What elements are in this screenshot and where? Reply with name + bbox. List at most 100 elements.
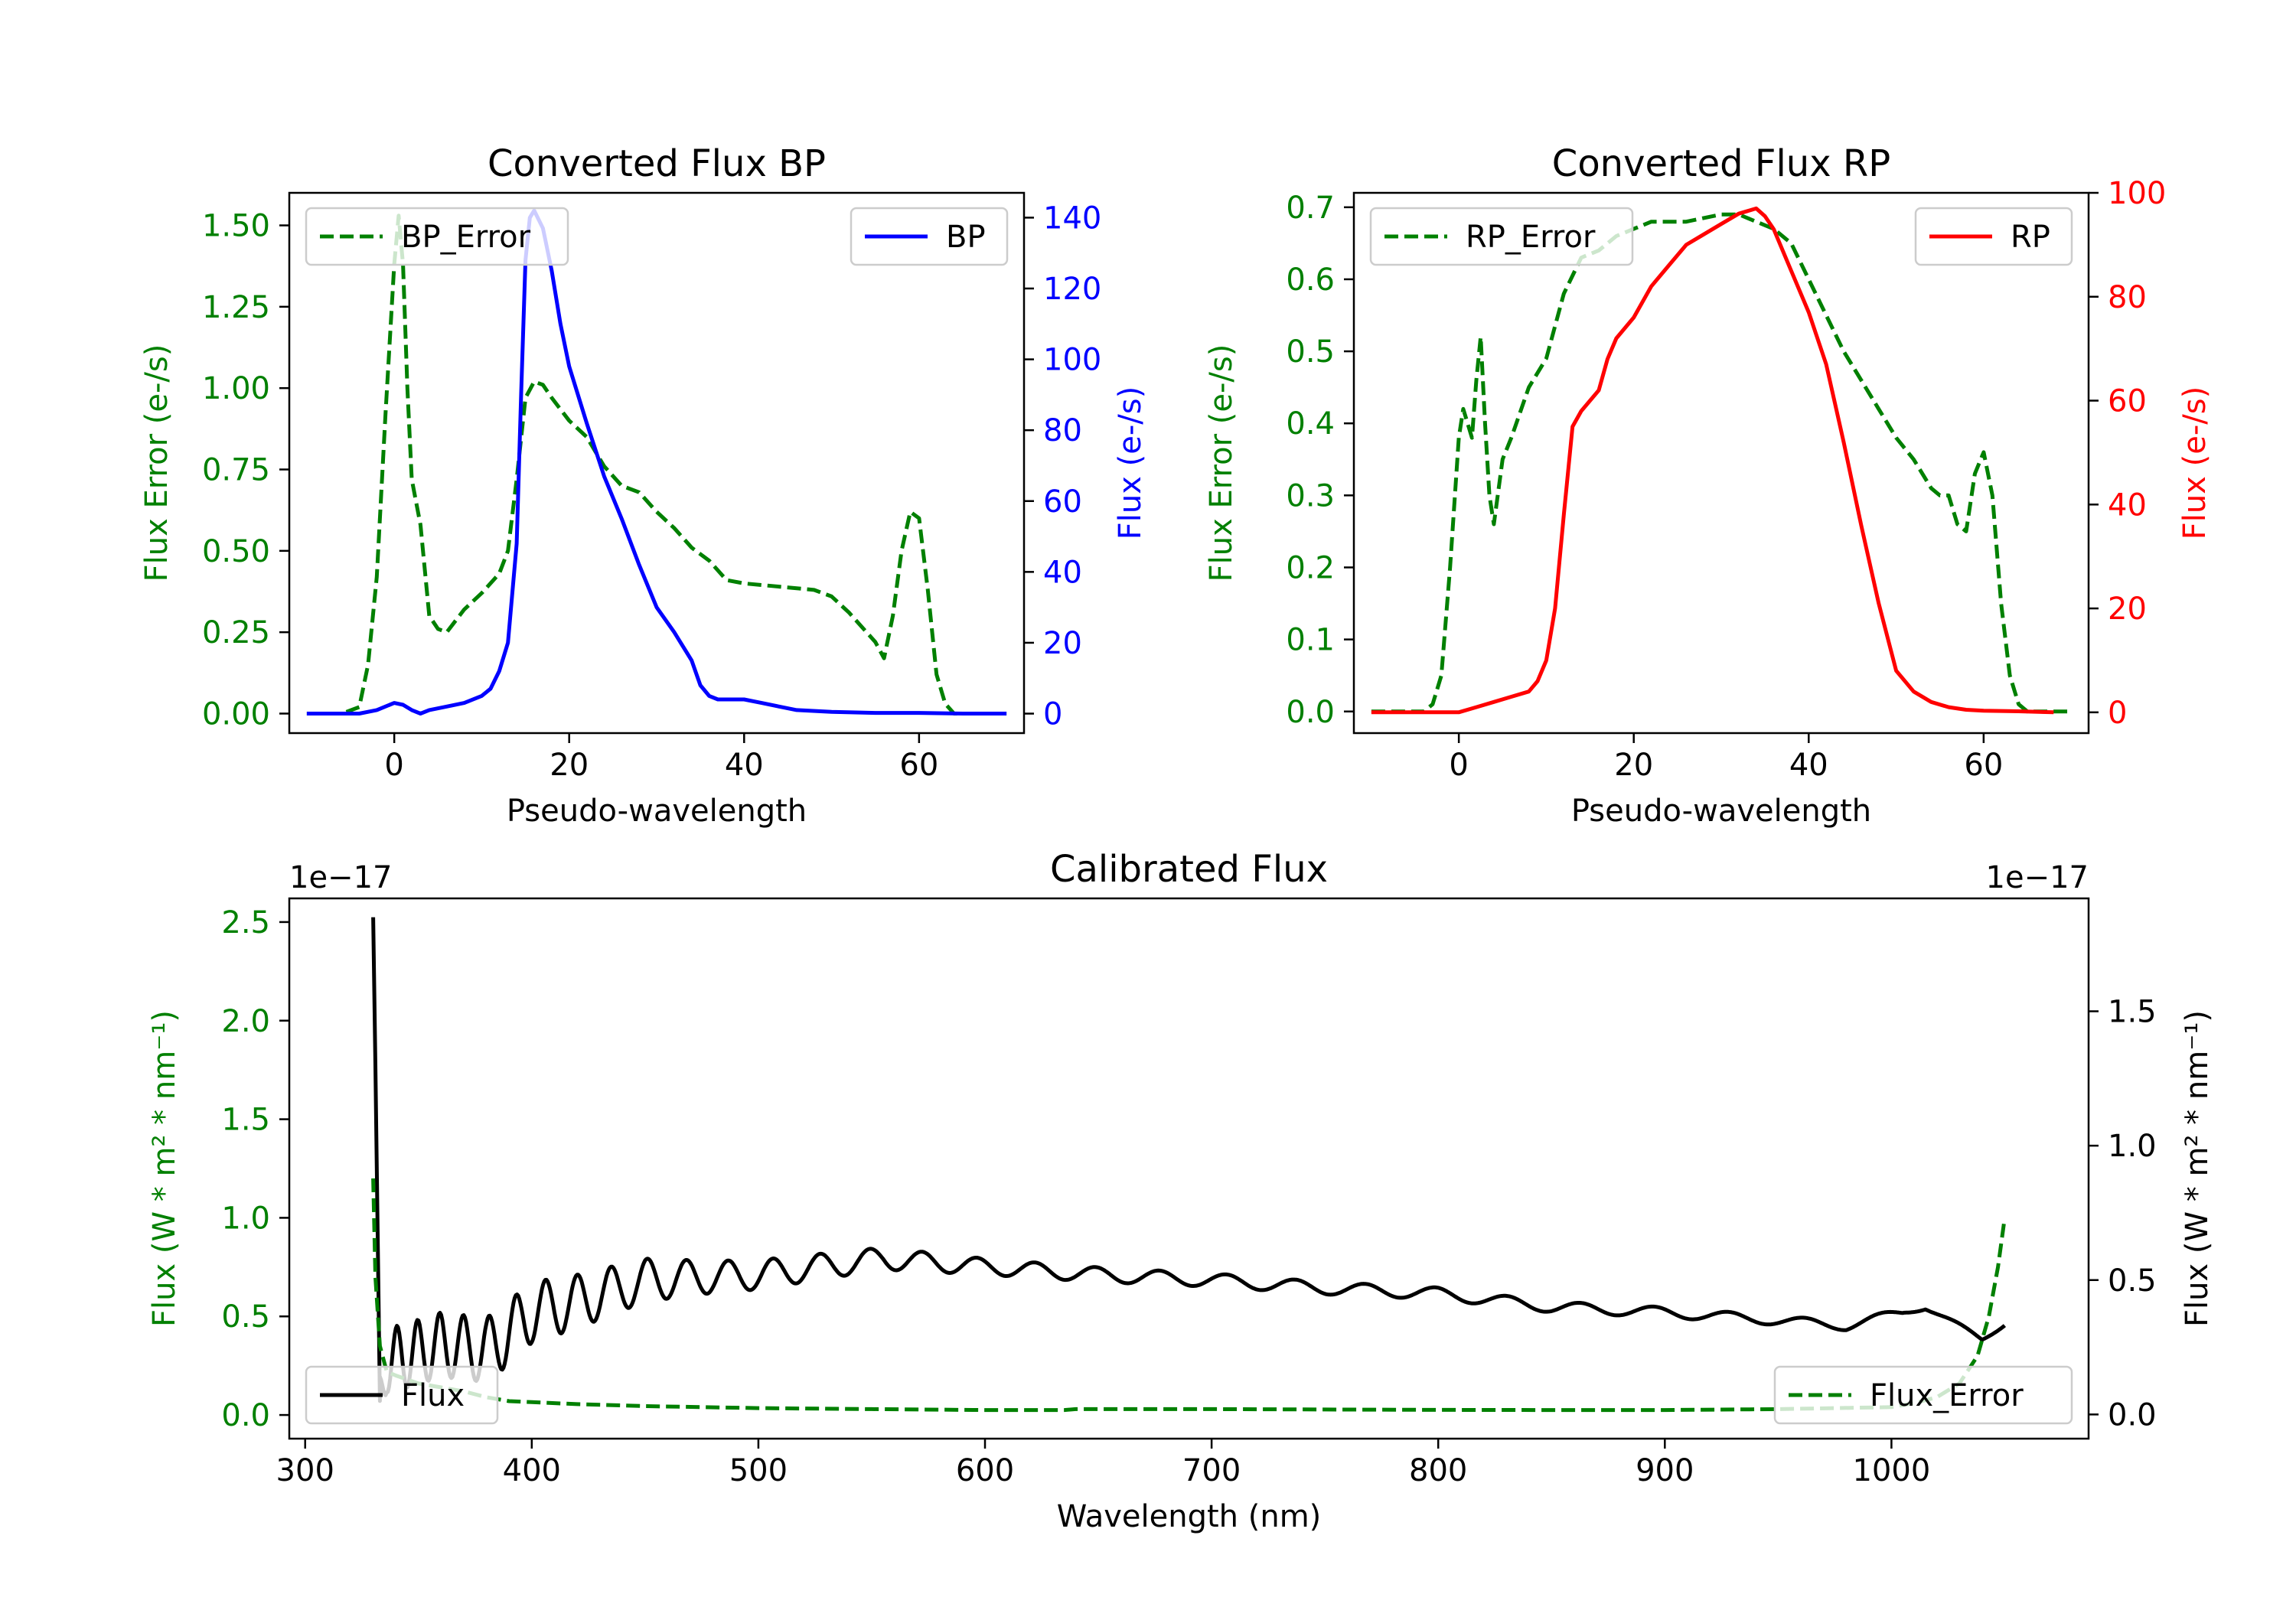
right-offset-text: 1e−17 (1986, 860, 2089, 895)
plot-frame (1352, 191, 2090, 735)
series-group (1371, 206, 2072, 715)
left-y-axis-label: Flux Error (e-/s) (1204, 344, 1239, 582)
left-y-tick-label: 0.5 (221, 1299, 270, 1335)
x-tick-label: 800 (1409, 1453, 1467, 1488)
x-tick-label: 900 (1636, 1453, 1694, 1488)
x-tick-label: 1000 (1852, 1453, 1930, 1488)
right-y-tick-label: 1.5 (2108, 995, 2157, 1030)
legend-rp: RP (1914, 207, 2073, 266)
left-y-tick-label: 0.50 (202, 534, 270, 569)
legend-box (305, 1365, 499, 1425)
right-y-tick-label: 0 (2108, 696, 2127, 731)
left-y-tick-label: 0.4 (1286, 406, 1335, 442)
x-axis-label: Pseudo-wavelength (1571, 794, 1871, 829)
left-y-tick-label: 0.1 (1286, 623, 1335, 658)
x-tick-label: 600 (956, 1453, 1014, 1488)
series-line-rp-error (1371, 212, 2072, 714)
x-tick-label: 0 (1449, 748, 1468, 783)
left-y-tick-label: 2.5 (221, 905, 270, 940)
series-group (306, 208, 1007, 715)
left-y-tick-label: 0.3 (1286, 478, 1335, 513)
legend-box (1773, 1365, 2073, 1425)
series-line-rp (1371, 206, 2054, 715)
right-y-axis-label: Flux (e-/s) (1113, 386, 1148, 539)
right-y-tick-label: 1.0 (2108, 1129, 2157, 1164)
left-offset-text: 1e−17 (289, 860, 392, 895)
x-tick-label: 500 (729, 1453, 788, 1488)
right-y-tick-label: 0.5 (2108, 1263, 2157, 1299)
x-tick-label: 60 (899, 748, 938, 783)
right-y-tick-label: 60 (1043, 484, 1082, 520)
right-y-tick-label: 60 (2108, 384, 2147, 419)
legend-rp-error: RP_Error (1369, 207, 1634, 266)
left-y-tick-label: 1.00 (202, 371, 270, 406)
right-y-axis-label: Flux (e-/s) (2177, 386, 2213, 539)
x-axis-label: Wavelength (nm) (1057, 1499, 1322, 1534)
right-y-tick-label: 20 (1043, 626, 1082, 661)
right-y-tick-label: 0.0 (2108, 1397, 2157, 1433)
left-y-tick-label: 0.75 (202, 453, 270, 488)
chart-title: Converted Flux RP (1552, 142, 1890, 185)
left-y-axis-label: Flux (W * m² * nm⁻¹) (147, 1010, 182, 1327)
x-tick-label: 20 (550, 748, 589, 783)
left-y-tick-label: 1.25 (202, 290, 270, 325)
legend-bp: BP (850, 207, 1009, 266)
x-tick-label: 60 (1964, 748, 2003, 783)
chart-panel-1: 0 20 40 60 0.00 0.25 0.50 0.75 1.00 1.25 1.50 0 20 40… (139, 142, 1148, 829)
left-y-tick-label: 1.50 (202, 209, 270, 244)
legend-box (1914, 207, 2073, 266)
x-tick-label: 40 (725, 748, 764, 783)
right-y-tick-label: 120 (1043, 272, 1101, 307)
chart-panel-3: 300 400 500 600 700 800 900 1000 0.0 0.5 1.0 1.5 2.0… (147, 848, 2215, 1534)
x-axis-label: Pseudo-wavelength (507, 794, 807, 829)
left-y-tick-label: 0.0 (221, 1398, 270, 1433)
right-y-tick-label: 80 (2108, 280, 2147, 315)
series-line-flux (371, 917, 2007, 1403)
legend-box (850, 207, 1009, 266)
chart-panel-2: 0 20 40 60 0.0 0.1 0.2 0.3 0.4 0.5 0.6 0.7 0 20 40 60 80… (1204, 142, 2213, 829)
left-y-tick-label: 1.0 (221, 1201, 270, 1236)
legend-label: BP (946, 220, 986, 255)
legend-flux: Flux (305, 1365, 499, 1425)
legend-flux-error: Flux_Error (1773, 1365, 2073, 1425)
left-y-tick-label: 0.25 (202, 615, 270, 650)
left-y-tick-label: 0.5 (1286, 334, 1335, 370)
right-y-tick-label: 100 (1043, 343, 1101, 378)
chart-title: Calibrated Flux (1050, 848, 1328, 891)
left-y-tick-label: 0.2 (1286, 550, 1335, 585)
right-y-tick-label: 0 (1043, 697, 1062, 732)
x-tick-label: 300 (276, 1453, 334, 1488)
right-y-axis-label: Flux (W * m² * nm⁻¹) (2180, 1010, 2215, 1327)
left-y-tick-label: 0.0 (1286, 695, 1335, 730)
x-tick-label: 700 (1182, 1453, 1241, 1488)
legend-box (305, 207, 569, 266)
left-y-axis-label: Flux Error (e-/s) (139, 344, 174, 582)
left-y-tick-label: 0.7 (1286, 191, 1335, 226)
legend-bp-error: BP_Error (305, 207, 569, 266)
right-y-tick-label: 40 (1043, 555, 1082, 590)
right-y-tick-label: 140 (1043, 200, 1101, 236)
left-y-tick-label: 2.0 (221, 1004, 270, 1039)
right-y-tick-label: 20 (2108, 592, 2147, 627)
legend-label: RP_Error (1466, 220, 1596, 255)
series-line-bp (306, 208, 1007, 715)
x-tick-label: 0 (384, 748, 403, 783)
left-y-tick-label: 0.6 (1286, 262, 1335, 298)
plot-frame (288, 897, 2090, 1440)
x-tick-label: 400 (503, 1453, 561, 1488)
x-tick-label: 40 (1789, 748, 1828, 783)
legend-label: Flux_Error (1870, 1378, 2024, 1413)
left-y-tick-label: 0.00 (202, 696, 270, 732)
right-y-tick-label: 40 (2108, 487, 2147, 523)
chart-title: Converted Flux BP (488, 142, 826, 185)
legend-label: RP (2011, 220, 2050, 255)
x-tick-label: 20 (1614, 748, 1653, 783)
right-y-tick-label: 80 (1043, 413, 1082, 448)
legend-label: BP_Error (401, 220, 531, 255)
right-y-tick-label: 100 (2108, 176, 2166, 211)
plot-frame (288, 191, 1026, 735)
left-y-tick-label: 1.5 (221, 1103, 270, 1138)
legend-label: Flux (401, 1378, 465, 1413)
